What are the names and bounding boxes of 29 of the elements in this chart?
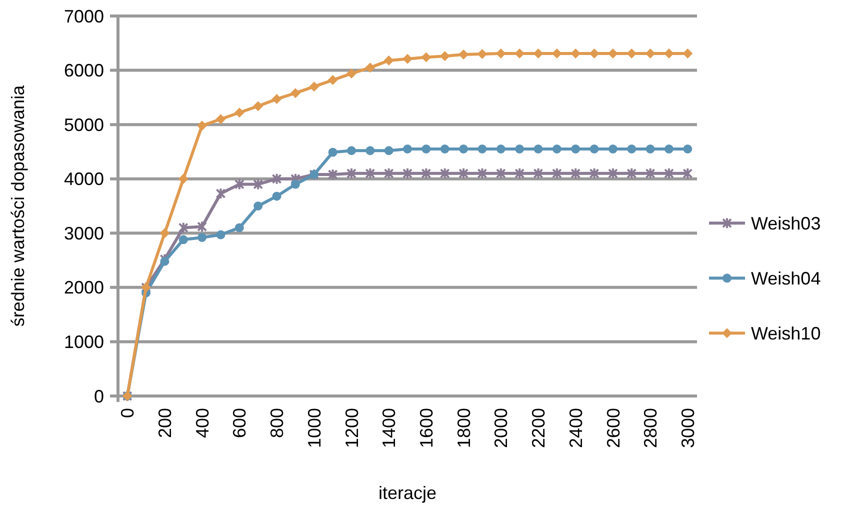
x-tick-label: 1800 — [454, 408, 474, 448]
x-tick-label: 2000 — [491, 408, 512, 448]
y-tick-label: 6000 — [64, 60, 104, 81]
x-tick-label: 1600 — [416, 408, 436, 448]
x-tick-label: 400 — [192, 408, 212, 438]
x-tick-label: 600 — [230, 408, 250, 438]
x-tick-label: 800 — [267, 408, 288, 438]
y-tick-label: 2000 — [64, 278, 104, 298]
x-tick-label: 1400 — [379, 408, 400, 448]
x-tick-label: 1000 — [304, 408, 324, 448]
y-tick-label: 5000 — [64, 114, 104, 135]
x-tick-label: 1200 — [342, 408, 362, 448]
x-tick-label: 3000 — [678, 408, 698, 448]
x-tick-label: 2200 — [528, 408, 549, 448]
legend-label: Weish03 — [751, 213, 821, 234]
x-tick-label: 2400 — [566, 408, 586, 448]
y-axis-title: średnie wartości dopasowania — [8, 84, 28, 327]
y-tick-label: 0 — [94, 386, 104, 406]
y-tick-label: 3000 — [64, 223, 104, 244]
y-tick-label: 7000 — [64, 6, 104, 26]
x-tick-label: 0 — [118, 408, 138, 418]
legend-label: Weish10 — [751, 323, 821, 344]
x-tick-label: 2800 — [640, 408, 661, 448]
y-tick-label: 4000 — [64, 169, 104, 190]
x-axis-title: iteracje — [378, 483, 437, 503]
y-tick-label: 1000 — [64, 332, 104, 352]
legend-label: Weish04 — [751, 268, 821, 288]
x-tick-label: 200 — [154, 408, 175, 438]
x-tick-label: 2600 — [603, 408, 624, 448]
